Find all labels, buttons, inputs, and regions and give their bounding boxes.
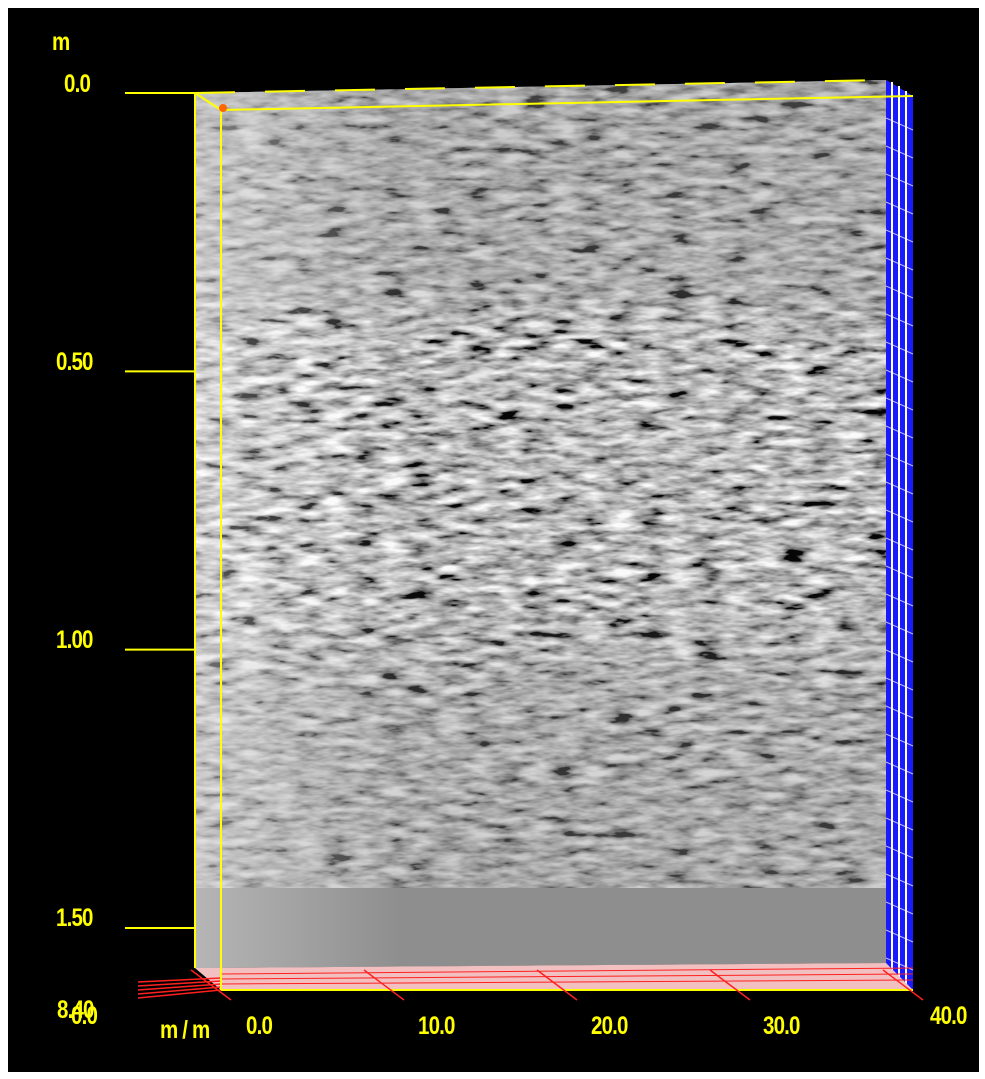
floor-grid-line: [220, 967, 914, 975]
side-face-tick: [885, 565, 914, 579]
floor-grid-lines: [137, 967, 914, 999]
side-face-tick: [885, 901, 914, 915]
side-face-tick: [885, 313, 914, 327]
floor-grid-line: [137, 977, 222, 983]
floor-grid-line: [220, 973, 914, 980]
origin-marker: [219, 104, 227, 112]
y-tick-label-3: 1.50: [56, 904, 93, 932]
axis-frame: [194, 79, 914, 991]
side-face-tick: [885, 677, 914, 691]
depth-axis-label-near: 0.0: [71, 1002, 98, 1030]
side-face-tick: [885, 481, 914, 495]
x-tick-line-3: [709, 969, 751, 1001]
radargram-face: [195, 80, 886, 968]
side-face-tick: [885, 257, 914, 271]
side-face-tick: [885, 509, 914, 523]
x-tick-label-4: 40.0: [930, 1002, 967, 1030]
depth-axis-label-far: 8.40: [57, 996, 94, 1024]
gpr-canvas: [125, 79, 924, 1001]
x-tick-label-3: 30.0: [763, 1012, 800, 1040]
y-axis-unit-label: m: [52, 28, 70, 56]
side-face-tick: [885, 929, 914, 943]
x-tick-line-1: [363, 969, 405, 1001]
side-face-tick: [885, 453, 914, 467]
floor-grid-line: [137, 989, 222, 999]
side-face-tick: [885, 201, 914, 215]
side-face-tick: [885, 397, 914, 411]
floor-grid-line: [137, 983, 222, 991]
side-face-tick: [885, 173, 914, 187]
side-face-tick: [885, 341, 914, 355]
side-face-tick: [885, 425, 914, 439]
side-face-tick: [885, 733, 914, 747]
side-face-tick: [885, 117, 914, 131]
floor-grid-line: [137, 986, 222, 995]
side-face-tick: [885, 621, 914, 635]
y-tick-label-1: 0.50: [56, 348, 93, 376]
y-tick-label-0: 0.0: [64, 70, 91, 98]
side-face-tick: [885, 369, 914, 383]
side-face-tick: [885, 873, 914, 887]
side-face-tick: [885, 229, 914, 243]
x-tick-label-1: 10.0: [418, 1012, 455, 1040]
side-face-tick: [885, 705, 914, 719]
side-face-tick: [885, 145, 914, 159]
x-tick-label-0: 0.0: [246, 1012, 273, 1040]
y-tick-lines: [125, 92, 195, 929]
y-tick-label-2: 1.00: [56, 626, 93, 654]
x-tick-line-2: [536, 969, 578, 1001]
side-face-tick: [885, 649, 914, 663]
floor-grid-line: [220, 979, 914, 985]
side-face-tick: [885, 761, 914, 775]
side-face-tick: [885, 817, 914, 831]
side-face-tick: [885, 789, 914, 803]
x-tick-label-2: 20.0: [591, 1012, 628, 1040]
gpr-3d-view: m 0.0 0.50 1.00 1.50 8.40 0.0 m / m 0.0 …: [8, 8, 979, 1072]
side-face-tick: [885, 537, 914, 551]
x-axis-unit-label: m / m: [160, 1016, 210, 1044]
x-tick-line-0: [190, 969, 232, 1001]
side-face-tick: [885, 593, 914, 607]
side-face-tick: [885, 845, 914, 859]
x-tick-lines: [190, 969, 924, 1001]
side-face-ticks: [885, 117, 914, 971]
x-tick-line-4: [882, 969, 924, 1001]
side-face-tick: [885, 285, 914, 299]
